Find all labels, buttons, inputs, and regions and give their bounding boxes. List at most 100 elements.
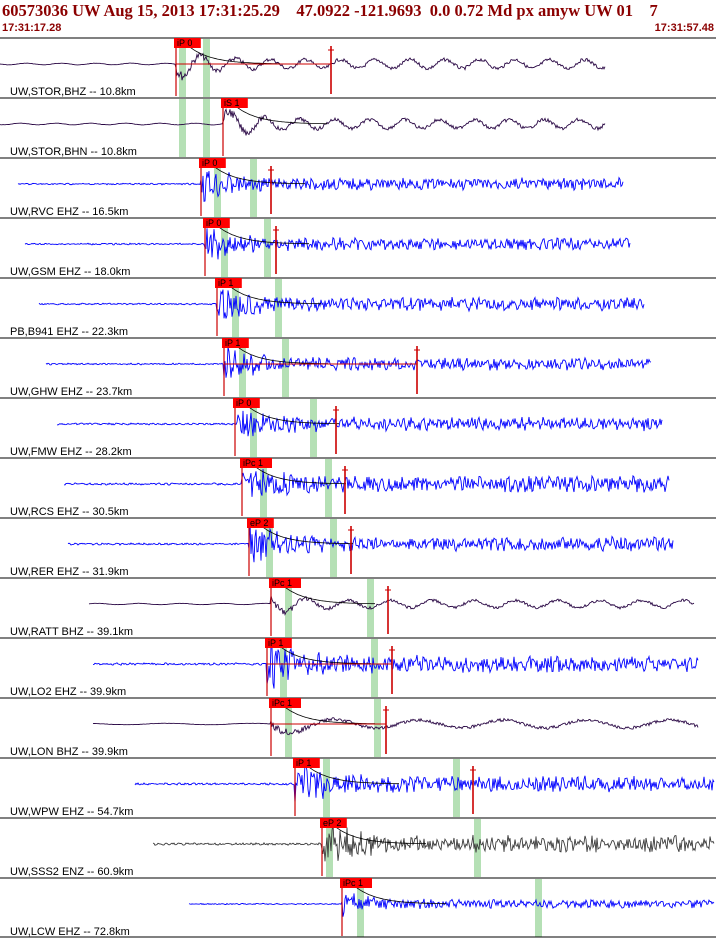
coda-curve (278, 701, 375, 725)
station-label: UW,STOR,BHN -- 10.8km (10, 146, 137, 158)
coda-curve (242, 401, 339, 425)
arrival-band (535, 879, 542, 937)
arrival-band (330, 519, 337, 577)
station-label: UW,GHW EHZ -- 23.7km (10, 386, 132, 398)
event-title: 60573036 UW Aug 15, 2013 17:31:25.29 47.… (2, 1, 658, 20)
arrival-band (453, 759, 460, 817)
waveform-trace (0, 108, 606, 136)
station-label: UW,LO2 EHZ -- 39.9km (10, 686, 126, 698)
pick-label-box (293, 758, 320, 768)
coda-curve (349, 881, 446, 905)
pick-label-box (320, 818, 347, 828)
coda-curve (329, 821, 426, 845)
pick-label: iP 1 (225, 338, 240, 348)
coda-curve (208, 161, 305, 185)
pick-label: iP 1 (296, 758, 311, 768)
waveform-trace (0, 52, 606, 81)
station-label: UW,GSM EHZ -- 18.0km (10, 266, 130, 278)
pick-label-box (203, 218, 230, 228)
pick-label: iP 0 (202, 158, 217, 168)
station-label: UW,SSS2 ENZ -- 60.9km (10, 866, 133, 878)
arrival-band (260, 459, 267, 517)
arrival-band (214, 159, 221, 217)
pick-label: iP 0 (236, 398, 251, 408)
arrival-band (179, 99, 186, 157)
start-time: 17:31:17.28 (2, 22, 62, 34)
coda-curve (302, 761, 399, 785)
arrival-band (203, 39, 210, 97)
arrival-band (280, 639, 287, 697)
coda-curve (274, 641, 371, 665)
arrival-band (282, 339, 289, 397)
station-label: UW,RVC EHZ -- 16.5km (10, 206, 128, 218)
station-label: UW,LON BHZ -- 39.9km (10, 746, 128, 758)
pick-label: iPc 1 (272, 578, 292, 588)
arrival-band (474, 819, 481, 877)
station-label: PB,B941 EHZ -- 22.3km (10, 326, 128, 338)
pick-label-box (233, 398, 260, 408)
pick-label-box (265, 638, 292, 648)
waveform-trace (45, 346, 652, 378)
pick-label: iP 0 (177, 38, 192, 48)
coda-curve (224, 281, 321, 305)
pick-label-box (221, 98, 248, 108)
pick-label: iP 1 (268, 638, 283, 648)
event-header: 60573036 UW Aug 15, 2013 17:31:25.29 47.… (0, 0, 716, 36)
waveform-trace (56, 410, 663, 437)
arrival-band (285, 699, 292, 757)
waveform-trace (88, 595, 695, 616)
arrival-band (285, 579, 292, 637)
coda-curve (183, 41, 280, 65)
pick-label: iP 0 (206, 218, 221, 228)
pick-label: iP 1 (218, 278, 233, 288)
waveform-trace (63, 469, 670, 497)
pick-label: iS 1 (224, 98, 240, 108)
coda-curve (230, 101, 327, 125)
waveform-trace (67, 521, 674, 563)
station-label: UW,FMW EHZ -- 28.2km (10, 446, 132, 458)
coda-curve (231, 341, 328, 365)
pick-label-box (222, 338, 249, 348)
pick-label-box (199, 158, 226, 168)
coda-curve (256, 521, 353, 545)
waveform-trace (152, 822, 715, 862)
coda-curve (249, 461, 346, 485)
pick-label-box (269, 698, 301, 708)
station-label: UW,STOR,BHZ -- 10.8km (10, 86, 136, 98)
arrival-band (266, 519, 273, 577)
coda-curve (212, 221, 309, 245)
arrival-band (310, 399, 317, 457)
station-label: UW,RATT BHZ -- 39.1km (10, 626, 133, 638)
pick-label: eP 2 (323, 818, 341, 828)
pick-label-box (240, 458, 272, 468)
station-label: UW,RCS EHZ -- 30.5km (10, 506, 129, 518)
arrival-band (275, 279, 282, 337)
arrival-band (179, 39, 186, 97)
waveform-trace (38, 289, 645, 319)
pick-label-box (174, 38, 201, 48)
waveform-trace (93, 645, 699, 689)
waveform-trace (134, 763, 715, 803)
arrival-band (326, 819, 333, 877)
pick-label-box (215, 278, 242, 288)
end-time: 17:31:57.48 (654, 22, 714, 34)
pick-label-box (340, 878, 372, 888)
pick-label: eP 2 (250, 518, 268, 528)
waveform-trace (92, 717, 699, 736)
coda-curve (278, 581, 375, 605)
arrival-band (264, 219, 271, 277)
arrival-band (357, 879, 364, 937)
waveform-trace (24, 228, 631, 260)
pick-label-box (247, 518, 274, 528)
waveform-trace (17, 171, 624, 202)
pick-label: iPc 1 (343, 878, 363, 888)
station-label: UW,WPW EHZ -- 54.7km (10, 806, 133, 818)
station-label: UW,RER EHZ -- 31.9km (10, 566, 129, 578)
station-label: UW,LCW EHZ -- 72.8km (10, 926, 130, 938)
pick-label: iPc 1 (272, 698, 292, 708)
arrival-band (203, 99, 210, 157)
pick-label-box (269, 578, 301, 588)
pick-label: iPc 1 (243, 458, 263, 468)
waveform-trace (188, 893, 715, 917)
